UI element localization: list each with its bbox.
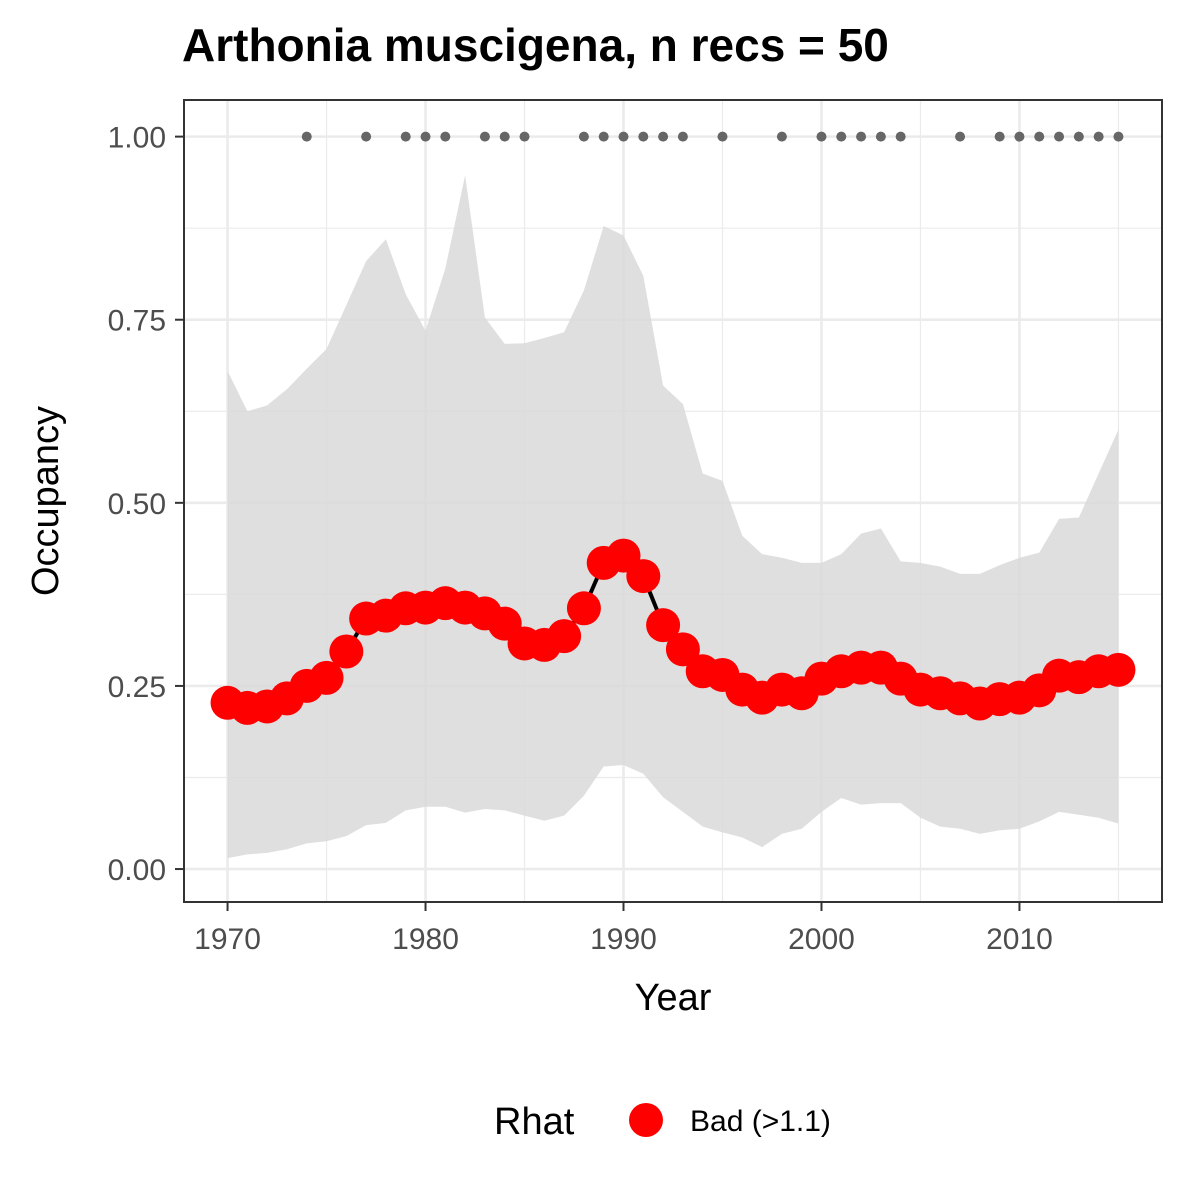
record-dot	[519, 131, 530, 142]
occupancy-point	[646, 608, 681, 643]
occupancy-point	[665, 632, 700, 667]
record-dot	[479, 131, 490, 142]
record-dot	[1054, 131, 1065, 142]
record-dot	[875, 131, 886, 142]
record-dots	[301, 131, 1124, 142]
record-dot	[420, 131, 431, 142]
legend: Rhat Bad (>1.1)	[494, 1101, 831, 1143]
record-dot	[1014, 131, 1025, 142]
x-tick-label: 1980	[392, 923, 459, 956]
record-dot	[856, 131, 867, 142]
x-axis-title: Year	[635, 977, 712, 1019]
panel-border	[183, 99, 1163, 903]
record-dot	[440, 131, 451, 142]
chart-title: Arthonia muscigena, n recs = 50	[182, 19, 889, 71]
record-dot	[895, 131, 906, 142]
record-dot	[816, 131, 827, 142]
credible-interval-ribbon	[227, 175, 1119, 859]
y-tick-label: 1.00	[108, 122, 166, 155]
record-dot	[598, 131, 609, 142]
record-dot	[717, 131, 728, 142]
legend-key-bad	[629, 1103, 663, 1137]
record-dot	[301, 131, 312, 142]
x-tick-label: 2000	[788, 923, 855, 956]
occupancy-point	[547, 619, 582, 654]
y-tick-label: 0.75	[108, 305, 166, 338]
occupancy-point	[1101, 652, 1136, 687]
record-dot	[994, 131, 1005, 142]
occupancy-points	[210, 538, 1136, 725]
record-dot	[658, 131, 669, 142]
occupancy-point	[309, 660, 344, 695]
occupancy-point	[626, 559, 661, 594]
y-tick-label: 0.50	[108, 488, 166, 521]
y-axis: 0.00 0.25 0.50 0.75 1.00	[108, 122, 184, 887]
record-dot	[638, 131, 649, 142]
legend-label-bad: Bad (>1.1)	[690, 1105, 831, 1138]
record-dot	[499, 131, 510, 142]
occupancy-point	[566, 591, 601, 626]
record-dot	[618, 131, 629, 142]
record-dot	[578, 131, 589, 142]
x-axis: 1970 1980 1990 2000 2010	[194, 902, 1053, 956]
y-tick-label: 0.25	[108, 671, 166, 704]
record-dot	[955, 131, 966, 142]
record-dot	[1093, 131, 1104, 142]
record-dot	[1034, 131, 1045, 142]
occupancy-point	[329, 634, 364, 669]
record-dot	[776, 131, 787, 142]
record-dot	[1113, 131, 1124, 142]
record-dot	[400, 131, 411, 142]
record-dot	[677, 131, 688, 142]
y-tick-label: 0.00	[108, 854, 166, 887]
legend-title: Rhat	[494, 1101, 575, 1143]
x-tick-label: 1970	[194, 923, 261, 956]
x-tick-label: 2010	[986, 923, 1053, 956]
x-tick-label: 1990	[590, 923, 657, 956]
record-dot	[361, 131, 372, 142]
record-dot	[836, 131, 847, 142]
y-axis-title: Occupancy	[25, 406, 67, 596]
record-dot	[1073, 131, 1084, 142]
